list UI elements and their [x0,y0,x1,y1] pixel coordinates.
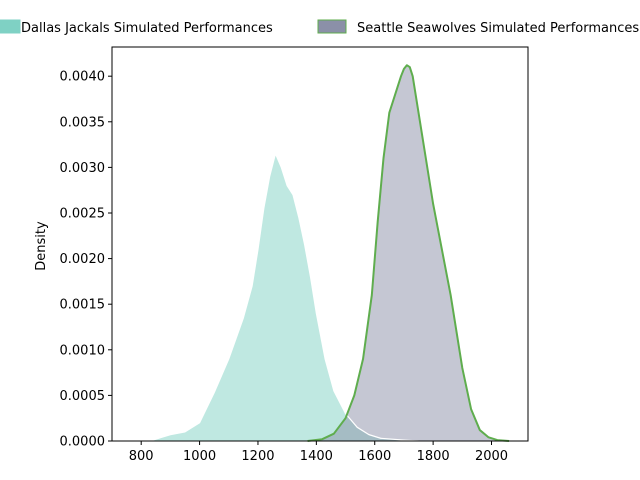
y-tick-label: 0.0040 [60,70,106,85]
y-tick-label: 0.0000 [60,435,106,450]
y-tick-label: 0.0035 [60,115,106,130]
area-seattle [307,65,510,442]
legend-label-dallas: Dallas Jackals Simulated Performances [21,21,273,36]
axes-frame [111,46,529,442]
x-tick-label: 1400 [300,449,333,464]
x-tick-label: 1000 [183,449,216,464]
area-dallas [149,153,419,441]
y-tick-label: 0.0020 [60,252,106,267]
y-tick-label: 0.0010 [60,343,106,358]
x-tick-label: 800 [129,449,154,464]
legend-swatch-dallas [0,19,21,34]
x-tick-label: 1200 [241,449,274,464]
line-seattle [307,64,510,442]
y-tick-label: 0.0025 [60,206,106,221]
x-tick-label: 2000 [475,449,508,464]
y-tick-label: 0.0030 [60,161,106,176]
y-tick-label: 0.0015 [60,298,106,313]
x-tick-label: 1800 [417,449,450,464]
legend-swatch-seattle [317,19,347,34]
legend: Dallas Jackals Simulated Performances Se… [0,19,639,36]
y-axis: 0.0000 0.0005 0.0010 0.0015 0.0020 0.0025 0.00… [60,70,112,450]
legend-label-seattle: Seattle Seawolves Simulated Performances [357,21,639,36]
line-dallas [149,153,419,442]
x-tick-label: 1600 [358,449,391,464]
x-axis: 800 1000 1200 1400 1600 1800 2000 [129,441,508,464]
plot-area [149,64,510,442]
y-tick-label: 0.0005 [60,389,106,404]
y-axis-title: Density [34,221,49,271]
